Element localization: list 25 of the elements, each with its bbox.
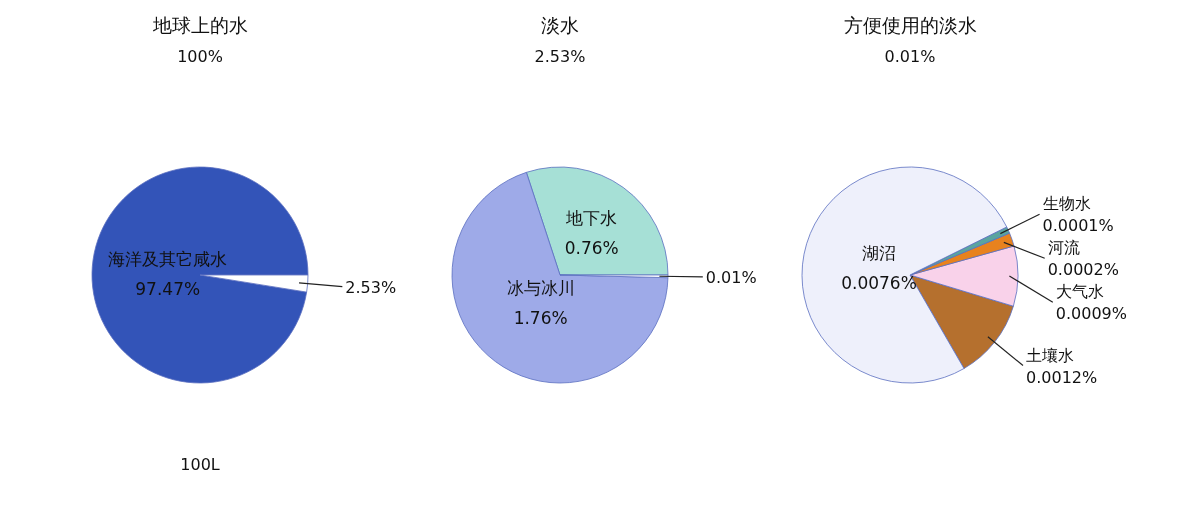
subtitle: 2.53%: [534, 47, 586, 66]
label: 河流: [1047, 238, 1080, 258]
label: 海洋及其它咸水: [108, 249, 228, 270]
label: 0.0012%: [1026, 367, 1098, 387]
label: 生物水: [1042, 194, 1091, 214]
title: 地球上的水: [152, 14, 248, 36]
label: 0.0076%: [841, 272, 917, 293]
label: 1.76%: [513, 308, 568, 328]
label: 0.76%: [564, 238, 619, 259]
label: 大气水: [1055, 282, 1104, 302]
label: 冰与冰川: [506, 278, 575, 298]
label: 地下水: [566, 208, 618, 229]
label: 2.53%: [345, 277, 397, 297]
label: 0.0001%: [1042, 216, 1114, 236]
label: 0.0009%: [1055, 304, 1127, 324]
label: 0.0002%: [1047, 260, 1119, 280]
subtitle: 100%: [177, 47, 223, 66]
annotation: 100L: [180, 455, 220, 474]
title: 方便使用的淡水: [843, 14, 977, 36]
label: 湖沼: [862, 242, 896, 263]
label: 97.47%: [135, 279, 201, 300]
label: 0.01%: [705, 267, 757, 287]
subtitle: 0.01%: [884, 47, 936, 66]
title: 淡水: [541, 14, 579, 36]
label: 土壤水: [1026, 345, 1074, 365]
